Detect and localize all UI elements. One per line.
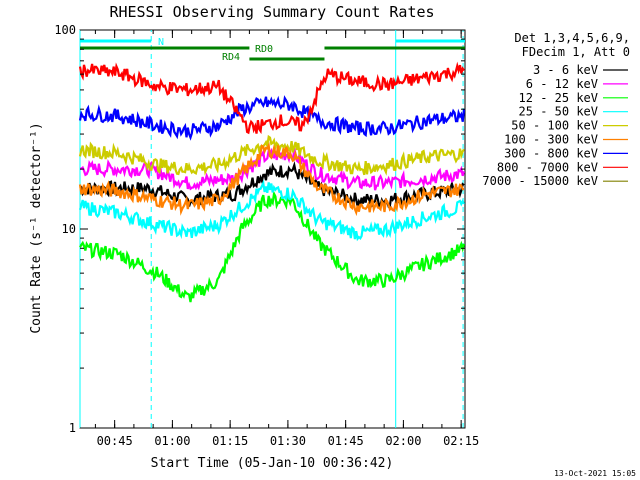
series-line-100to300keV xyxy=(78,141,464,217)
legend-label: 100 - 300 keV xyxy=(504,133,598,147)
series-layer xyxy=(78,61,466,303)
annotation-rd4: RD4 xyxy=(222,52,240,63)
overlay-group xyxy=(79,30,465,428)
x-tick-label: 01:45 xyxy=(328,434,364,448)
legend-label: 6 - 12 keV xyxy=(526,77,598,91)
legend-label: 12 - 25 keV xyxy=(519,91,598,105)
legend-label: 25 - 50 keV xyxy=(519,105,598,119)
y-tick-label: 100 xyxy=(54,23,76,37)
legend-header-line1: Det 1,3,4,5,6,9, xyxy=(514,31,630,45)
plot-frame xyxy=(79,29,466,429)
x-tick-label: 01:30 xyxy=(270,434,306,448)
y-axis-label: Count Rate (s⁻¹ detector⁻¹) xyxy=(29,122,44,333)
series-line-800to7000keV xyxy=(78,61,465,135)
series-line-300to800keV xyxy=(78,95,466,141)
chart-title: RHESSI Observing Summary Count Rates xyxy=(109,3,434,21)
annotation-n: N xyxy=(158,37,164,48)
x-tick-label: 00:45 xyxy=(97,434,133,448)
series-line-50to100keV xyxy=(78,134,465,176)
legend-label: 7000 - 15000 keV xyxy=(482,174,598,188)
legend-header-line2: FDecim 1, Att 0 xyxy=(522,45,630,59)
series-line-25to50keV xyxy=(78,179,465,242)
annotation-rd0: RD0 xyxy=(255,44,273,55)
axes-layer: 1 10 100 00:45 01:00 01:15 01:30 01:45 02:00 02:1… xyxy=(54,23,479,448)
x-tick-label: 01:00 xyxy=(154,434,190,448)
legend-label: 300 - 800 keV xyxy=(504,146,598,160)
x-tick-label: 02:15 xyxy=(443,434,479,448)
y-tick-label: 10 xyxy=(62,222,76,236)
x-tick-label: 01:15 xyxy=(212,434,248,448)
x-tick-label: 02:00 xyxy=(385,434,421,448)
legend-label: 800 - 7000 keV xyxy=(497,160,598,174)
legend-label: 50 - 100 keV xyxy=(511,119,598,133)
legend-label: 3 - 6 keV xyxy=(533,63,598,77)
timestamp-label: 13-Oct-2021 15:05 xyxy=(554,469,636,478)
x-axis-label: Start Time (05-Jan-10 00:36:42) xyxy=(151,456,394,471)
series-line-12to25keV xyxy=(79,189,466,303)
y-tick-label: 1 xyxy=(69,421,76,435)
